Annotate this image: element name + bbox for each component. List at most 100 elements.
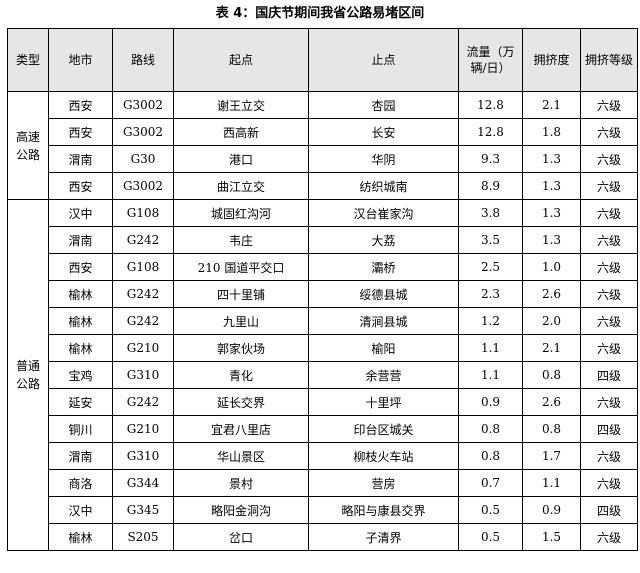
cell-end: 灞桥 xyxy=(308,253,459,281)
table-row: 铜川 G210 宜君八里店 印台区城关 0.8 0.8 四级 xyxy=(8,415,638,443)
cell-level: 六级 xyxy=(580,226,638,254)
cell-flow: 2.5 xyxy=(458,253,523,281)
cell-city: 宝鸡 xyxy=(48,361,113,389)
table-row: 宝鸡 G310 青化 余营营 1.1 0.8 四级 xyxy=(8,361,638,389)
cell-end: 印台区城关 xyxy=(308,415,459,443)
table-row: 渭南 G310 华山景区 柳枝火车站 0.8 1.7 六级 xyxy=(8,442,638,470)
cell-flow: 12.8 xyxy=(458,118,523,146)
cell-flow: 0.7 xyxy=(458,469,523,497)
cell-city: 西安 xyxy=(48,91,113,119)
cell-start: 华山景区 xyxy=(173,442,309,470)
cell-congestion: 1.8 xyxy=(522,118,581,146)
header-level: 拥挤等级 xyxy=(580,28,638,92)
cell-level: 六级 xyxy=(580,91,638,119)
table-row: 西安 G3002 曲江立交 纺织城南 8.9 1.3 六级 xyxy=(8,172,638,200)
cell-city: 渭南 xyxy=(48,442,113,470)
cell-route: S205 xyxy=(112,523,174,551)
header-type: 类型 xyxy=(7,28,49,92)
header-start: 起点 xyxy=(173,28,309,92)
cell-congestion: 1.3 xyxy=(522,199,581,227)
cell-end: 营房 xyxy=(308,469,459,497)
cell-start: 九里山 xyxy=(173,307,309,335)
group-label-text: 高速公路 xyxy=(15,129,40,162)
cell-flow: 2.3 xyxy=(458,280,523,308)
cell-flow: 1.2 xyxy=(458,307,523,335)
header-row: 类型 地市 路线 起点 止点 流量（万辆/日） 拥挤度 拥挤等级 xyxy=(7,28,638,92)
cell-congestion: 1.5 xyxy=(522,523,581,551)
cell-congestion: 0.8 xyxy=(522,415,581,443)
cell-city: 汉中 xyxy=(48,496,113,524)
table-row: 西安 G108 210 国道平交口 灞桥 2.5 1.0 六级 xyxy=(8,253,638,281)
header-flow: 流量（万辆/日） xyxy=(458,28,523,92)
table-row: 普通公路 汉中 G108 城固红沟河 汉台崔家沟 3.8 1.3 六级 xyxy=(7,199,638,551)
cell-start: 曲江立交 xyxy=(173,172,309,200)
cell-congestion: 1.3 xyxy=(522,172,581,200)
table-row: 渭南 G242 韦庄 大荔 3.5 1.3 六级 xyxy=(8,226,638,254)
table-row: 商洛 G344 景村 营房 0.7 1.1 六级 xyxy=(8,469,638,497)
cell-route: G108 xyxy=(112,253,174,281)
cell-level: 六级 xyxy=(580,199,638,227)
header-congestion: 拥挤度 xyxy=(522,28,581,92)
cell-route: G310 xyxy=(112,442,174,470)
cell-congestion: 2.1 xyxy=(522,334,581,362)
cell-end: 长安 xyxy=(308,118,459,146)
cell-end: 汉台崔家沟 xyxy=(308,199,459,227)
cell-level: 四级 xyxy=(580,415,638,443)
cell-end: 十里坪 xyxy=(308,388,459,416)
cell-start: 岔口 xyxy=(173,523,309,551)
cell-flow: 0.5 xyxy=(458,496,523,524)
table-row: 高速公路 西安 G3002 谢王立交 杏园 12.8 2.1 六级 xyxy=(7,91,638,200)
cell-route: G3002 xyxy=(112,172,174,200)
cell-level: 六级 xyxy=(580,280,638,308)
cell-city: 商洛 xyxy=(48,469,113,497)
cell-level: 四级 xyxy=(580,496,638,524)
cell-end: 杏园 xyxy=(308,91,459,119)
group-label-text: 普通公路 xyxy=(15,359,40,391)
cell-level: 四级 xyxy=(580,361,638,389)
cell-route: G344 xyxy=(112,469,174,497)
cell-route: G30 xyxy=(112,145,174,173)
cell-congestion: 2.6 xyxy=(522,388,581,416)
cell-city: 西安 xyxy=(48,253,113,281)
cell-flow: 0.8 xyxy=(458,415,523,443)
cell-congestion: 2.1 xyxy=(522,91,581,119)
cell-start: 港口 xyxy=(173,145,309,173)
table-caption: 表 4：国庆节期间我省公路易堵区间 xyxy=(215,6,425,21)
cell-congestion: 0.9 xyxy=(522,496,581,524)
cell-route: G242 xyxy=(112,388,174,416)
cell-route: G3002 xyxy=(112,91,174,119)
cell-end: 纺织城南 xyxy=(308,172,459,200)
cell-level: 六级 xyxy=(580,388,638,416)
cell-congestion: 1.1 xyxy=(522,469,581,497)
cell-end: 清涧县城 xyxy=(308,307,459,335)
cell-flow: 1.1 xyxy=(458,334,523,362)
cell-city: 榆林 xyxy=(48,523,113,551)
cell-start: 青化 xyxy=(173,361,309,389)
cell-city: 渭南 xyxy=(48,226,113,254)
cell-level: 六级 xyxy=(580,172,638,200)
cell-route: G210 xyxy=(112,415,174,443)
cell-start: 略阳金洞沟 xyxy=(173,496,309,524)
cell-start: 郭家伙场 xyxy=(173,334,309,362)
cell-city: 西安 xyxy=(48,118,113,146)
cell-congestion: 1.0 xyxy=(522,253,581,281)
cell-city: 汉中 xyxy=(48,199,113,227)
cell-end: 大荔 xyxy=(308,226,459,254)
cell-flow: 3.5 xyxy=(458,226,523,254)
table-row: 延安 G242 延长交界 十里坪 0.9 2.6 六级 xyxy=(8,388,638,416)
table-row: 汉中 G345 略阳金洞沟 略阳与康县交界 0.5 0.9 四级 xyxy=(8,496,638,524)
cell-flow: 8.9 xyxy=(458,172,523,200)
cell-end: 华阴 xyxy=(308,145,459,173)
congestion-table: 类型 地市 路线 起点 止点 流量（万辆/日） 拥挤度 拥挤等级 高速公路 西安 G… xyxy=(7,28,638,551)
cell-start: 延长交界 xyxy=(173,388,309,416)
cell-flow: 0.5 xyxy=(458,523,523,551)
cell-start: 城固红沟河 xyxy=(173,199,309,227)
cell-route: G210 xyxy=(112,334,174,362)
table-row: 榆林 S205 岔口 子清界 0.5 1.5 六级 xyxy=(8,523,638,551)
cell-level: 六级 xyxy=(580,523,638,551)
cell-level: 六级 xyxy=(580,442,638,470)
table-body: 高速公路 西安 G3002 谢王立交 杏园 12.8 2.1 六级 西安 G3002 西高新 长安 12… xyxy=(7,91,638,551)
cell-flow: 9.3 xyxy=(458,145,523,173)
cell-route: G108 xyxy=(112,199,174,227)
cell-start: 四十里铺 xyxy=(173,280,309,308)
